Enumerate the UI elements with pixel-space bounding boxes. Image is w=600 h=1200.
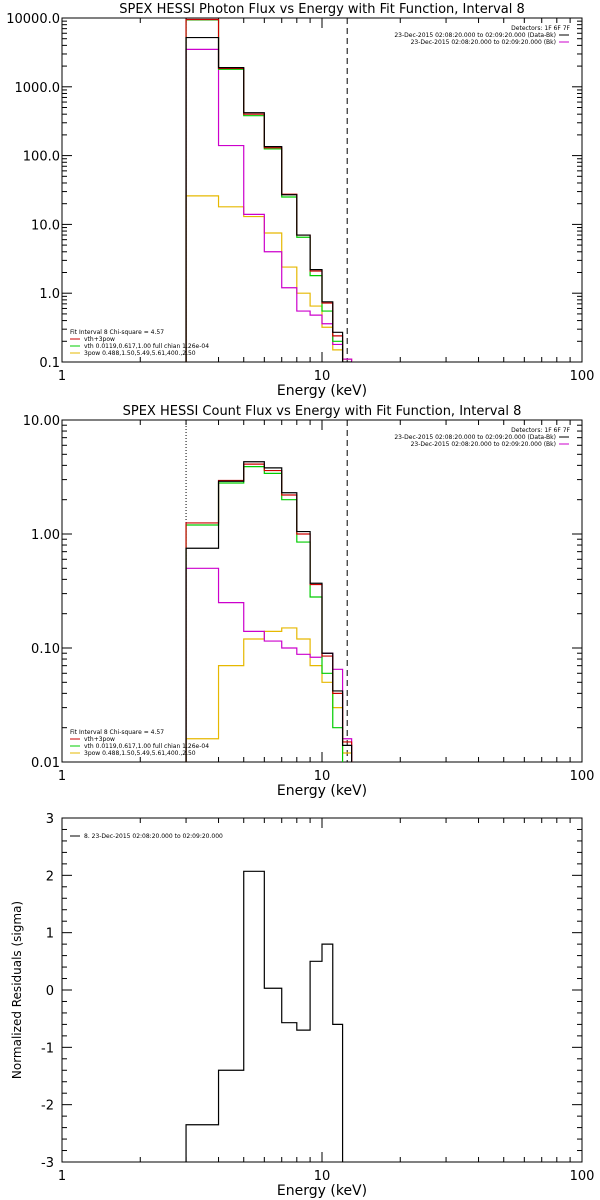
legend-entry: vth 0.0119,0.617,1.00 full chian 1.26e-0… bbox=[84, 743, 209, 750]
legend-detectors: Detectors: 1F 6F 7F bbox=[511, 25, 570, 32]
y-tick-label: 1 bbox=[46, 927, 54, 942]
y-tick-label: 10.0 bbox=[31, 218, 60, 233]
series-vth bbox=[185, 466, 344, 762]
legend-entry: 3pow 0.488,1.50,5.49,5.61,400.,2.50 bbox=[84, 750, 196, 757]
series-8-23-dec-2015-02-08-20-000-to-02-09-20-000 bbox=[185, 870, 344, 1162]
data-area bbox=[185, 18, 353, 362]
series-vth-3pow bbox=[185, 18, 344, 362]
x-axis-label: Energy (keV) bbox=[277, 383, 367, 399]
chart-title: SPEX HESSI Photon Flux vs Energy with Fi… bbox=[119, 2, 525, 17]
x-axis: 1 10 100 bbox=[58, 18, 595, 384]
legend-top: 8. 23-Dec-2015 02:08:20.000 to 02:09:20.… bbox=[70, 833, 223, 840]
y-axis: -3 -2 -1 0 1 2 3 bbox=[41, 812, 582, 1171]
y-axis-label: Normalized Residuals (sigma) bbox=[10, 901, 24, 1079]
x-tick-label: 1 bbox=[58, 769, 66, 784]
legend-entry: vth+3pow bbox=[84, 736, 115, 743]
x-axis-label: Energy (keV) bbox=[277, 1183, 367, 1199]
plot-frame bbox=[61, 817, 583, 1163]
legend-fit-info: Fit Interval 8 Chi-square = 4.57 bbox=[70, 329, 164, 336]
legend-detectors: Detectors: 1F 6F 7F bbox=[511, 427, 570, 434]
legend-fit-info: Fit Interval 8 Chi-square = 4.57 bbox=[70, 729, 164, 736]
y-tick-label: 2 bbox=[46, 869, 54, 884]
x-axis: 1 10 100 bbox=[58, 818, 595, 1184]
legend-entry: 23-Dec-2015 02:08:20.000 to 02:09:20.000… bbox=[394, 434, 556, 441]
x-tick-label: 100 bbox=[570, 369, 595, 384]
legend-bottom: Fit Interval 8 Chi-square = 4.57vth+3pow… bbox=[70, 729, 209, 757]
y-tick-label: 0.01 bbox=[31, 756, 60, 771]
legend-entry: 23-Dec-2015 02:08:20.000 to 02:09:20.000… bbox=[411, 39, 556, 46]
y-tick-label: 0 bbox=[46, 984, 54, 999]
series-data-bk bbox=[185, 36, 353, 362]
y-axis: 0.1 1.0 10.0 100.0 1000.0 10000.0 bbox=[6, 12, 582, 371]
chart-panel-2: SPEX HESSI Count Flux vs Energy with Fit… bbox=[23, 404, 595, 799]
y-tick-label: 10.00 bbox=[23, 414, 60, 429]
series-3pow bbox=[185, 195, 353, 362]
x-tick-label: 1 bbox=[58, 1169, 66, 1184]
x-tick-label: 1 bbox=[58, 369, 66, 384]
x-tick-label: 10 bbox=[314, 769, 331, 784]
legend-entry: vth+3pow bbox=[84, 336, 115, 343]
legend-entry: 23-Dec-2015 02:08:20.000 to 02:09:20.000… bbox=[394, 32, 556, 39]
series-3pow bbox=[185, 627, 353, 762]
x-tick-label: 100 bbox=[570, 769, 595, 784]
chart-panel-3: 1 10 100 Energy (keV) -3 -2 -1 0 1 2 3 Normalized R… bbox=[10, 812, 595, 1199]
y-tick-label: -3 bbox=[41, 1156, 54, 1171]
y-tick-label: 100.0 bbox=[23, 150, 60, 165]
series-vth-3pow bbox=[185, 463, 353, 762]
series-bk bbox=[185, 48, 353, 362]
x-tick-label: 10 bbox=[314, 369, 331, 384]
chart-panels: SPEX HESSI Photon Flux vs Energy with Fi… bbox=[6, 2, 595, 1199]
x-tick-label: 100 bbox=[570, 1169, 595, 1184]
legend-bottom: Fit Interval 8 Chi-square = 4.57vth+3pow… bbox=[70, 329, 209, 357]
y-tick-label: -1 bbox=[41, 1041, 54, 1056]
series-vth bbox=[185, 19, 344, 362]
data-area bbox=[185, 420, 353, 762]
y-axis: 0.01 0.10 1.00 10.00 bbox=[23, 414, 582, 771]
legend-entry: vth 0.0119,0.617,1.00 full chian 1.26e-0… bbox=[84, 343, 209, 350]
y-tick-label: 1.0 bbox=[39, 287, 60, 302]
y-tick-label: 0.1 bbox=[39, 356, 60, 371]
legend-entry: 3pow 0.488,1.50,5.49,5.61,400.,2.50 bbox=[84, 350, 196, 357]
y-tick-label: -2 bbox=[41, 1099, 54, 1114]
legend-entry: 23-Dec-2015 02:08:20.000 to 02:09:20.000… bbox=[411, 441, 556, 448]
y-tick-label: 1.00 bbox=[31, 528, 60, 543]
x-axis-label: Energy (keV) bbox=[277, 783, 367, 799]
series-data-bk bbox=[185, 461, 353, 762]
series-bk bbox=[185, 567, 353, 762]
chart-panel-1: SPEX HESSI Photon Flux vs Energy with Fi… bbox=[6, 2, 595, 399]
legend-entry: 8. 23-Dec-2015 02:08:20.000 to 02:09:20.… bbox=[84, 833, 223, 840]
x-tick-label: 10 bbox=[314, 1169, 331, 1184]
y-tick-label: 10000.0 bbox=[6, 12, 60, 27]
data-area bbox=[185, 870, 344, 1162]
y-tick-label: 1000.0 bbox=[15, 81, 61, 96]
y-tick-label: 0.10 bbox=[31, 642, 60, 657]
chart-title: SPEX HESSI Count Flux vs Energy with Fit… bbox=[123, 404, 522, 419]
y-tick-label: 3 bbox=[46, 812, 54, 827]
